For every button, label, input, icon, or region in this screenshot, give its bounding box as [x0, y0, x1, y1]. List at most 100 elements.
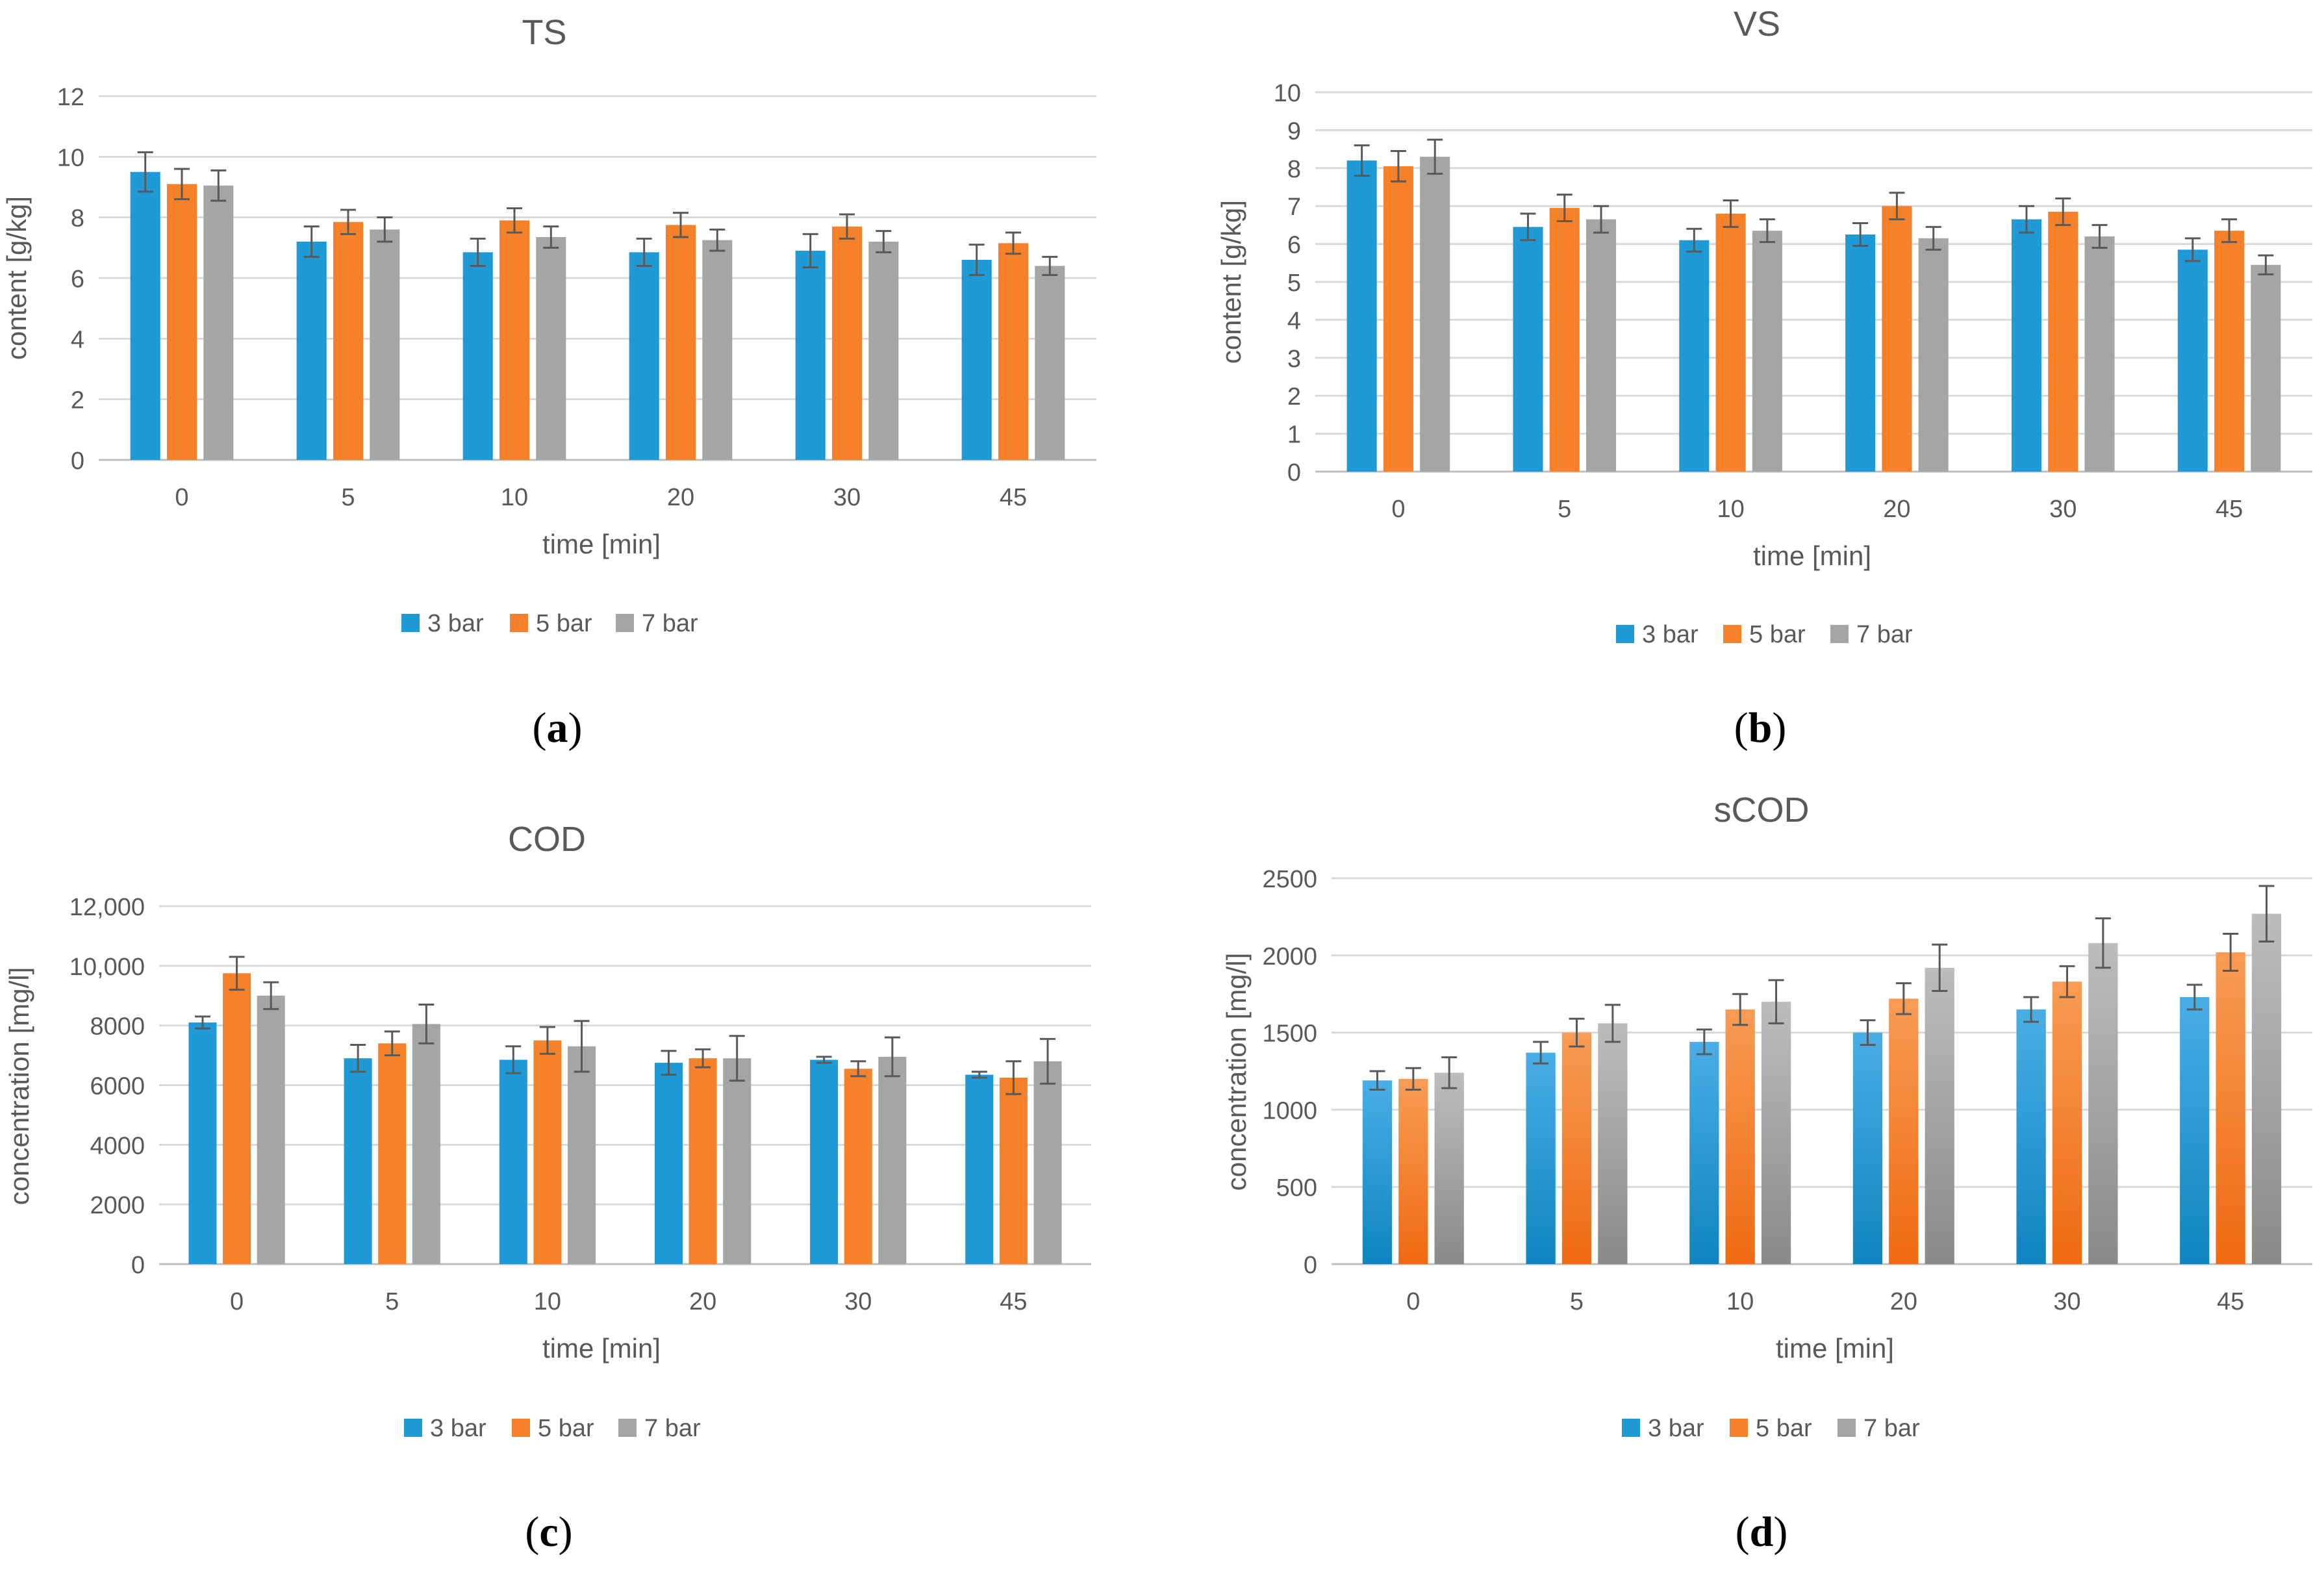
- y-tick-label: 5: [1287, 270, 1301, 297]
- y-axis-label: content [g/kg]: [1, 196, 32, 360]
- error-bar: [1405, 1067, 1421, 1091]
- y-tick-label: 2: [71, 387, 84, 414]
- bar-3-bar-t20: [654, 1063, 683, 1264]
- error-bar: [1932, 943, 1948, 992]
- bar-3-bar-t30: [810, 1059, 839, 1264]
- legend-label: 5 bar: [1749, 621, 1806, 648]
- error-bar: [418, 1004, 435, 1045]
- x-tick-label: 20: [689, 1288, 716, 1315]
- bar-3-bar-t45: [2180, 996, 2210, 1264]
- legend-label: 7 bar: [1856, 621, 1913, 648]
- y-tick-label: 6: [1287, 232, 1301, 259]
- error-bar: [2258, 254, 2274, 275]
- panel-letter: c: [539, 1508, 558, 1556]
- bar-3-bar-t5: [1526, 1052, 1556, 1264]
- error-bar: [1889, 192, 1905, 221]
- x-tick-label: 20: [667, 484, 694, 511]
- y-tick-label: 9: [1287, 118, 1301, 145]
- legend-swatch: [401, 614, 420, 632]
- bar-7-bar-t10: [1752, 231, 1782, 472]
- error-bar: [194, 1015, 210, 1030]
- y-tick-label: 6: [71, 266, 84, 293]
- bar-3-bar-t5: [296, 242, 327, 460]
- legend: 3 bar 5 bar 7 bar: [1616, 621, 1913, 648]
- error-bar: [574, 1020, 590, 1073]
- error-bar: [539, 1026, 555, 1055]
- legend-label: 3 bar: [1642, 621, 1699, 648]
- legend-item: 5 bar: [510, 610, 592, 637]
- x-tick-label: 45: [1000, 1288, 1027, 1315]
- bar-5-bar-t5: [1561, 1032, 1592, 1264]
- legend-item: 7 bar: [618, 1415, 701, 1442]
- bar-7-bar-t45: [1035, 266, 1065, 460]
- error-bar: [229, 956, 245, 991]
- error-bar: [839, 213, 855, 240]
- bar-3-bar-t45: [2177, 249, 2208, 472]
- error-bar: [1732, 993, 1749, 1026]
- bar-7-bar-t20: [1925, 967, 1954, 1264]
- x-tick-label: 10: [1717, 496, 1744, 523]
- y-tick-label: 3: [1287, 346, 1301, 373]
- chart-title: sCOD: [1714, 791, 1810, 830]
- legend-item: 5 bar: [512, 1415, 594, 1442]
- bar-7-bar-t0: [1420, 157, 1450, 472]
- x-tick-label: 10: [534, 1288, 561, 1315]
- chart-title: COD: [508, 820, 586, 859]
- error-bar: [2055, 197, 2071, 226]
- x-axis-label: time [min]: [1776, 1333, 1894, 1363]
- error-bar: [2221, 218, 2238, 244]
- y-tick-label: 1: [1287, 422, 1301, 449]
- y-tick-label: 1500: [1262, 1021, 1317, 1048]
- error-bar: [1369, 1070, 1385, 1091]
- error-bar: [350, 1044, 366, 1073]
- error-bar: [377, 216, 393, 243]
- bar-5-bar-t5: [333, 222, 364, 460]
- legend-swatch: [1830, 625, 1849, 643]
- error-bar: [1520, 212, 1536, 242]
- legend-swatch: [618, 1419, 637, 1437]
- bar-5-bar-t0: [166, 184, 197, 460]
- error-bar: [1860, 1019, 1876, 1046]
- legend-item: 3 bar: [1616, 621, 1699, 648]
- x-axis-label: time [min]: [542, 529, 661, 559]
- bar-5-bar-t30: [2048, 211, 2078, 472]
- chart-cod: 0 2000 4000 6000 8000 10,000 12,000 0 5 10 20 30 45 C…: [4, 820, 1091, 1556]
- error-bar: [1005, 231, 1021, 255]
- y-tick-label: 2500: [1262, 866, 1317, 893]
- panel-label: (b): [1734, 704, 1787, 752]
- error-bar: [2258, 885, 2275, 943]
- panel-letter: d: [1750, 1508, 1774, 1556]
- x-tick-label: 20: [1883, 496, 1910, 523]
- y-tick-label: 1000: [1262, 1097, 1317, 1124]
- y-tick-label: 7: [1287, 194, 1301, 221]
- y-tick-label: 0: [131, 1252, 145, 1279]
- bar-3-bar-t30: [2011, 219, 2041, 472]
- bar-5-bar-t20: [665, 225, 696, 460]
- error-bar: [709, 228, 726, 252]
- y-tick-label: 8000: [90, 1013, 145, 1041]
- error-bar: [971, 1071, 987, 1079]
- legend-label: 3 bar: [430, 1415, 486, 1442]
- legend-label: 5 bar: [1756, 1415, 1812, 1442]
- bar-7-bar-t10: [536, 237, 566, 460]
- y-tick-label: 10,000: [69, 954, 145, 981]
- y-tick-label: 0: [1304, 1252, 1317, 1279]
- bar-3-bar-t0: [130, 171, 160, 460]
- y-tick-label: 4000: [90, 1132, 145, 1160]
- bar-7-bar-t45: [2251, 264, 2281, 472]
- legend-label: 7 bar: [644, 1415, 701, 1442]
- chart-title: VS: [1734, 5, 1780, 44]
- y-tick-label: 12: [57, 84, 84, 111]
- x-tick-label: 45: [2216, 496, 2243, 523]
- bar-7-bar-t30: [878, 1056, 907, 1264]
- bar-7-bar-t5: [412, 1024, 440, 1264]
- error-bar: [2059, 965, 2075, 998]
- y-tick-label: 4: [1287, 307, 1301, 335]
- error-bar: [1768, 979, 1784, 1024]
- error-bar: [1040, 1037, 1056, 1085]
- x-axis-label: time [min]: [1753, 540, 1871, 571]
- error-bar: [673, 212, 688, 238]
- x-tick-label: 0: [175, 484, 188, 511]
- error-bar: [1441, 1056, 1458, 1089]
- legend-swatch: [1723, 625, 1741, 643]
